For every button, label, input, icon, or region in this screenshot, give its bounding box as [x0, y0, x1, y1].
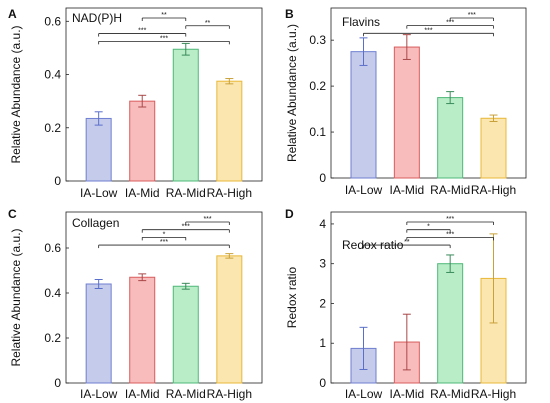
x-tick-label: RA-Mid [166, 186, 206, 200]
y-tick-label: 0 [54, 376, 61, 390]
y-tick-label: 4 [319, 217, 326, 231]
significance-label: ** [205, 20, 211, 27]
significance-label: ** [404, 239, 410, 246]
significance-label: *** [160, 35, 168, 42]
bar [129, 276, 156, 384]
y-tick-label: 0.3 [309, 33, 326, 47]
significance-label: *** [424, 27, 432, 34]
bar [172, 48, 199, 182]
significance-label: *** [160, 239, 168, 246]
y-tick-label: 0.2 [309, 79, 326, 93]
bar [480, 117, 507, 179]
y-tick-label: 0.6 [44, 14, 61, 28]
bar [350, 51, 377, 179]
y-tick-label: 0 [319, 376, 326, 390]
bar [85, 117, 112, 182]
panel-letter: C [8, 207, 17, 221]
y-axis-label: Relative Abundance (a.u.) [9, 228, 23, 366]
bar [437, 97, 464, 179]
significance-label: ** [161, 12, 167, 19]
panel-title: NAD(P)H [72, 11, 122, 25]
significance-label: *** [182, 224, 190, 231]
x-tick-label: IA-Mid [389, 387, 424, 401]
panel-letter: D [285, 207, 294, 221]
y-tick-label: 0.4 [44, 68, 61, 82]
panel-title: Flavins [342, 15, 380, 29]
x-tick-label: IA-Low [80, 387, 118, 401]
y-tick-label: 1 [319, 336, 326, 350]
bar [216, 80, 243, 182]
plot-frame [330, 211, 527, 384]
panel-title: Collagen [72, 216, 119, 230]
y-tick-label: 0 [319, 171, 326, 185]
significance-label: *** [138, 28, 146, 35]
y-tick-label: 0 [54, 174, 61, 188]
x-tick-label: RA-High [471, 183, 516, 197]
y-tick-label: 0.2 [44, 121, 61, 135]
bar [216, 255, 243, 384]
x-tick-label: IA-Mid [125, 387, 160, 401]
x-tick-label: RA-High [207, 387, 252, 401]
significance-label: *** [446, 20, 454, 27]
x-tick-label: RA-Mid [430, 183, 470, 197]
y-tick-label: 0.1 [309, 125, 326, 139]
y-axis-label: Redox ratio [285, 266, 299, 328]
y-tick-label: 0.4 [44, 286, 61, 300]
y-tick-label: 0.6 [44, 241, 61, 255]
y-tick-label: 3 [319, 257, 326, 271]
bar [393, 46, 420, 179]
x-tick-label: IA-Low [345, 387, 383, 401]
plot-frame [65, 7, 263, 182]
bar [437, 263, 464, 384]
x-tick-label: RA-High [207, 186, 252, 200]
y-axis-label: Relative Abundance (a.u.) [285, 24, 299, 162]
significance-label: *** [203, 216, 211, 223]
x-tick-label: IA-Low [345, 183, 383, 197]
x-tick-label: RA-Mid [430, 387, 470, 401]
y-tick-label: 2 [319, 296, 326, 310]
x-tick-label: IA-Mid [125, 186, 160, 200]
significance-label: *** [468, 12, 476, 19]
y-axis-label: Relative Abundance (a.u.) [9, 25, 23, 163]
panel-title: Redox ratio [342, 238, 404, 252]
panel-letter: B [285, 7, 294, 21]
plot-frame [330, 7, 527, 179]
x-tick-label: RA-High [471, 387, 516, 401]
significance-label: * [163, 231, 166, 238]
bar [172, 285, 199, 384]
significance-label: *** [446, 216, 454, 223]
x-tick-label: IA-Low [80, 186, 118, 200]
plot-frame [65, 211, 263, 384]
bar [85, 283, 112, 384]
panel-letter: A [8, 7, 17, 21]
x-tick-label: RA-Mid [166, 387, 206, 401]
significance-label: *** [446, 231, 454, 238]
bar [129, 100, 156, 182]
y-tick-label: 0.2 [44, 331, 61, 345]
significance-label: * [427, 224, 430, 231]
x-tick-label: IA-Mid [389, 183, 424, 197]
